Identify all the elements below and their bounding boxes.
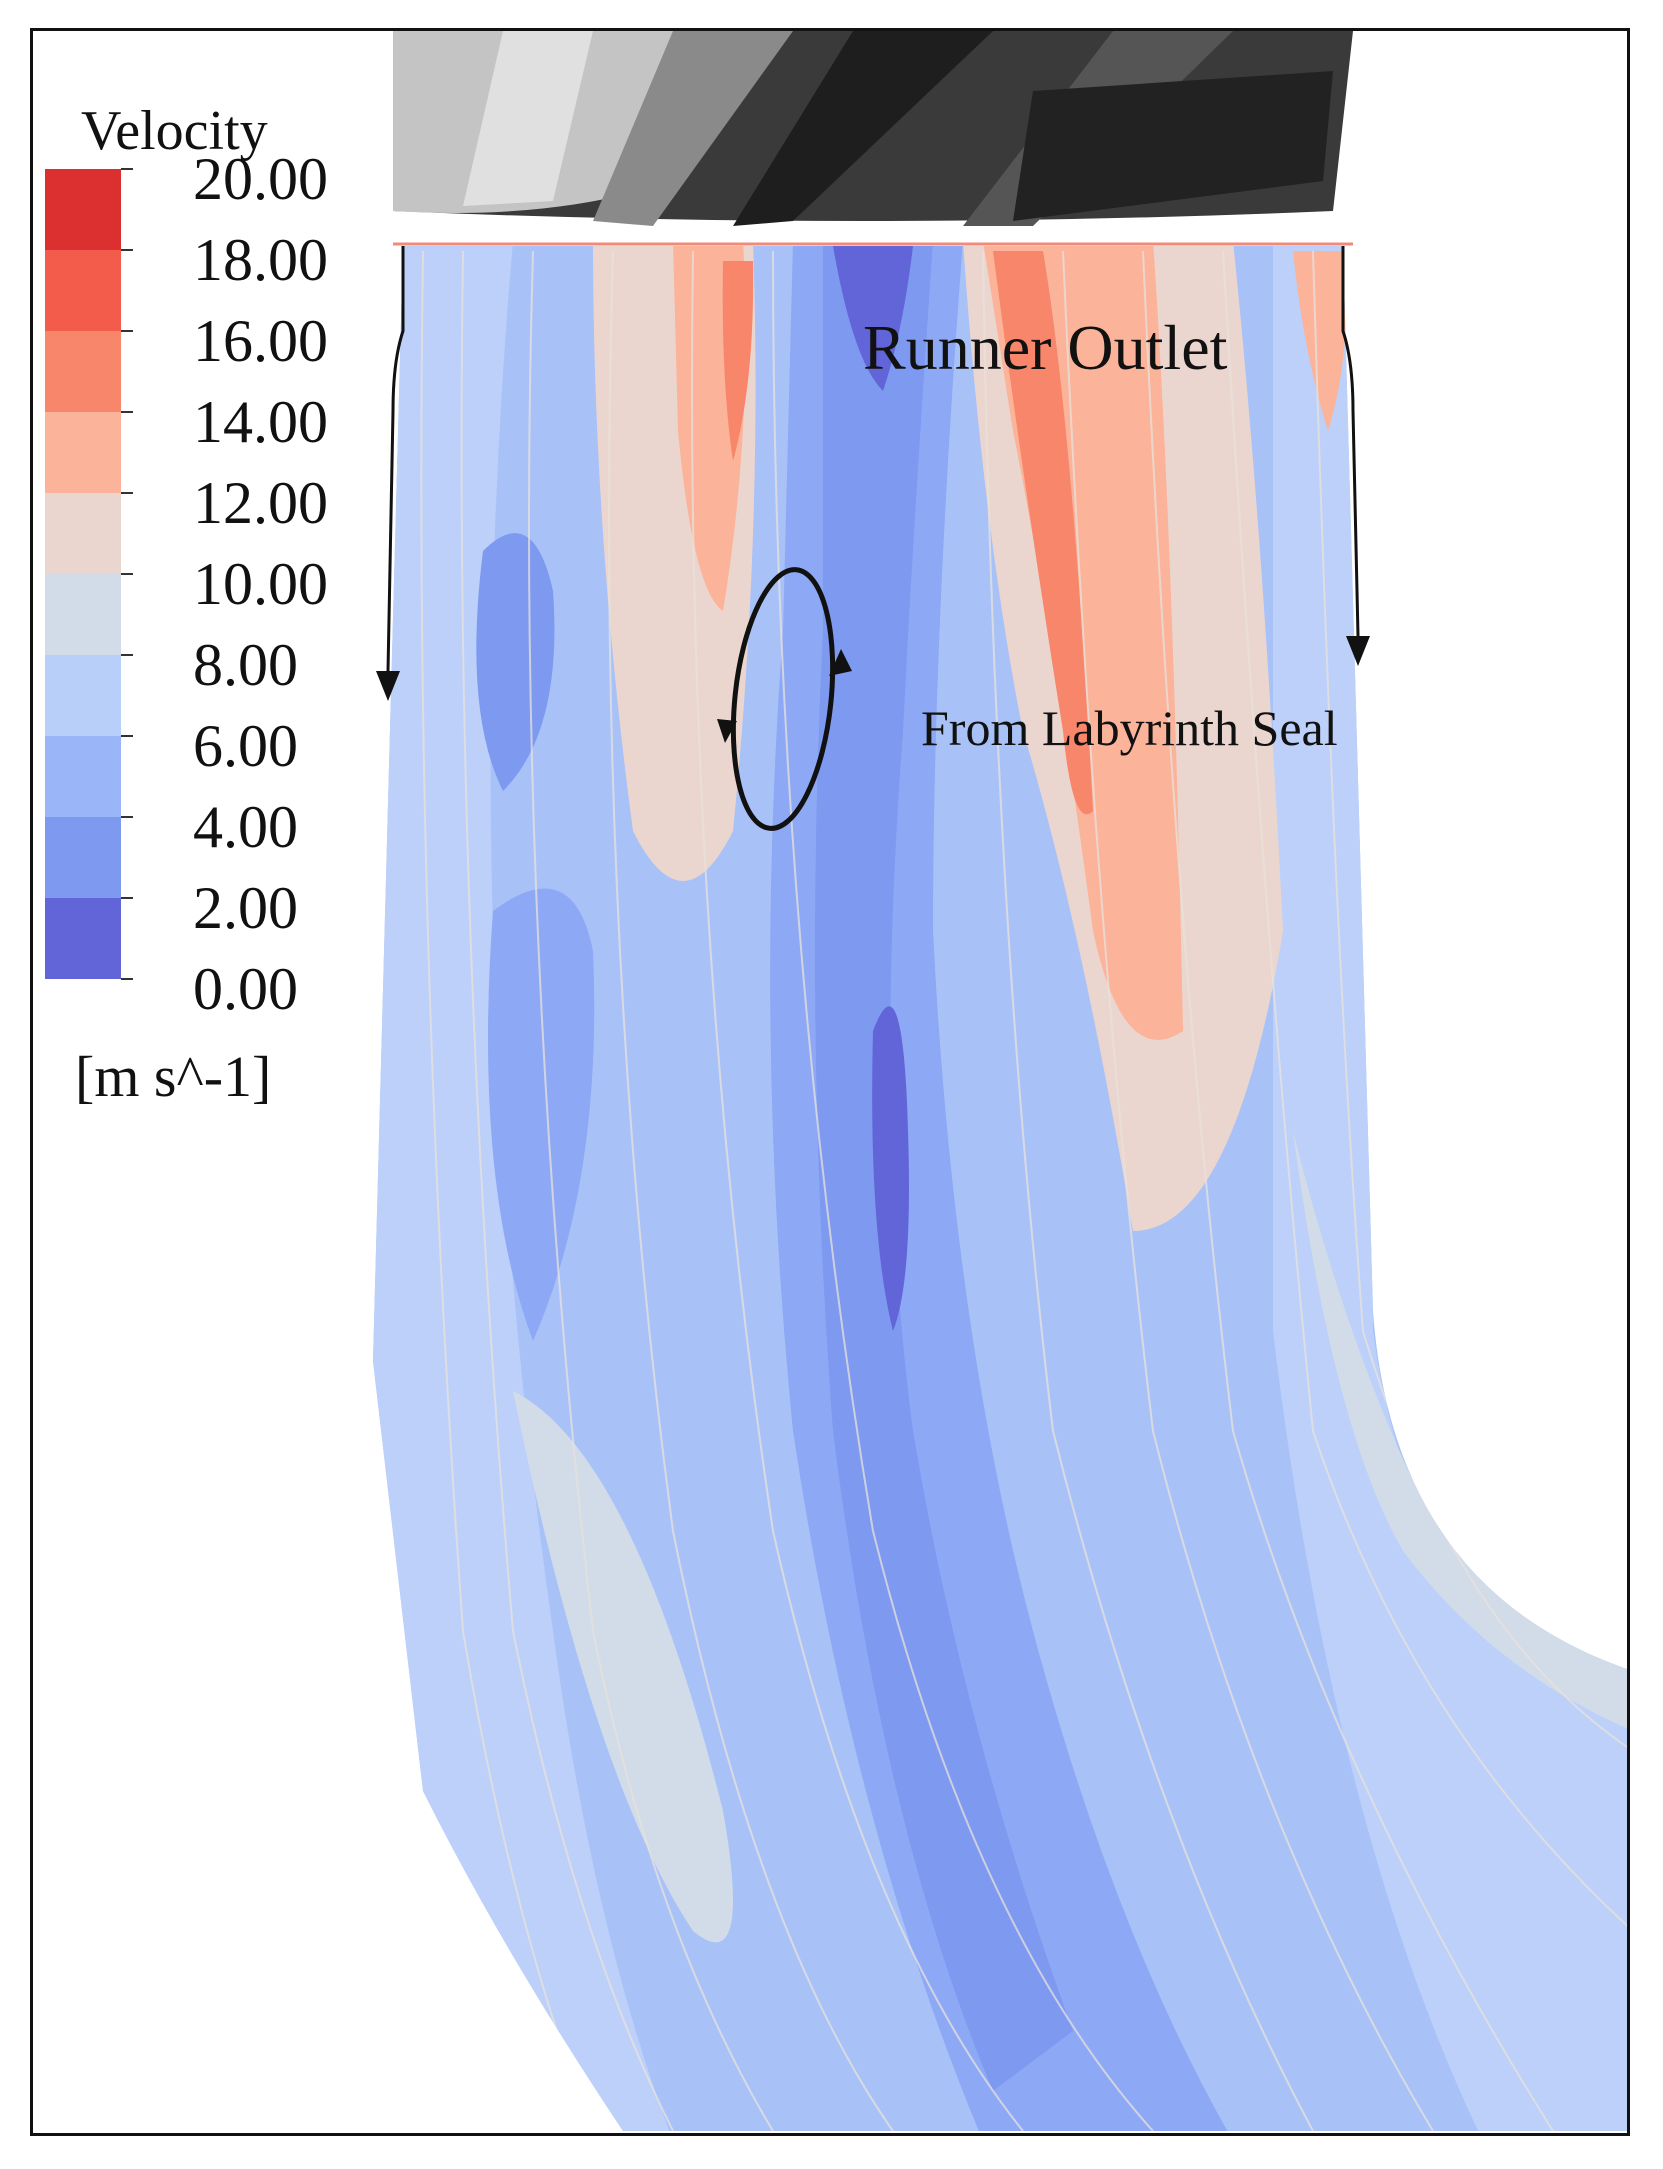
legend-band-2-4 xyxy=(45,817,121,898)
legend-band-14-16 xyxy=(45,331,121,412)
legend-tick-label: 0.00 xyxy=(193,956,298,1022)
legend-band-12-14 xyxy=(45,412,121,493)
legend-tick-label: 18.00 xyxy=(193,227,328,293)
legend-band-10-12 xyxy=(45,493,121,574)
left-seal-arrow xyxy=(376,246,405,701)
runner-body xyxy=(393,31,1353,226)
legend-band-4-6 xyxy=(45,736,121,817)
legend-tick-label: 10.00 xyxy=(193,551,328,617)
legend-colorbar xyxy=(45,168,133,980)
runner-outlet-label: Runner Outlet xyxy=(863,312,1228,383)
legend-band-0-2 xyxy=(45,898,121,979)
legend-tick-label: 16.00 xyxy=(193,308,328,374)
flow-domain xyxy=(373,246,1627,2131)
velocity-contour-plot xyxy=(45,31,1627,2131)
labyrinth-seal-label: From Labyrinth Seal xyxy=(921,700,1338,756)
legend-title: Velocity xyxy=(81,100,268,162)
right-seal-arrow xyxy=(1341,246,1370,666)
legend-tick-label: 8.00 xyxy=(193,632,298,698)
vortex-loop xyxy=(717,567,852,831)
legend-tick-label: 4.00 xyxy=(193,794,298,860)
legend-tick-label: 12.00 xyxy=(193,470,328,536)
legend-unit: [m s^-1] xyxy=(75,1044,272,1109)
legend-tick-label: 6.00 xyxy=(193,713,298,779)
legend-band-6-8 xyxy=(45,655,121,736)
legend-band-8-10 xyxy=(45,574,121,655)
legend-tick-label: 20.00 xyxy=(193,146,328,212)
legend-band-16-18 xyxy=(45,250,121,331)
figure-frame: Velocity 20.00 18.00 16.00 14.00 12.00 1… xyxy=(30,28,1630,2136)
legend-band-18-20 xyxy=(45,169,121,250)
legend-tick-label: 14.00 xyxy=(193,389,328,455)
legend-tick-label: 2.00 xyxy=(193,875,298,941)
